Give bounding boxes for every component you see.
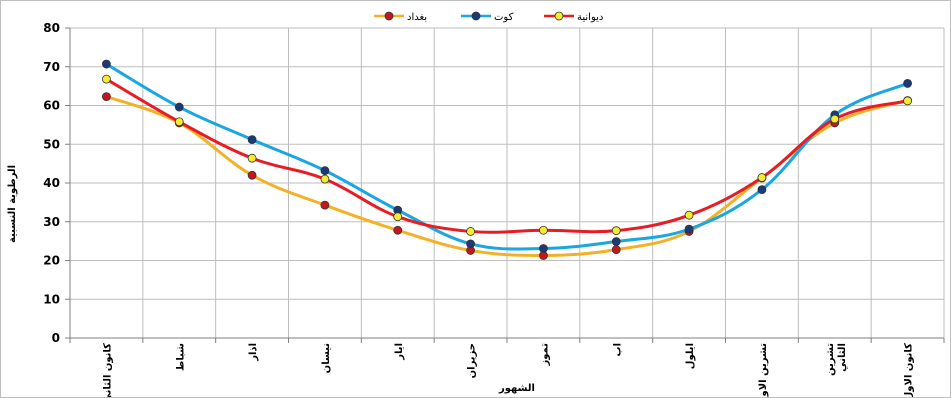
legend-swatch-marker bbox=[384, 11, 394, 21]
series-2-point bbox=[174, 102, 184, 112]
series-1-point bbox=[393, 225, 403, 235]
y-tick-label: 70 bbox=[43, 60, 60, 74]
legend: بغداد كوت ديوانية bbox=[374, 11, 603, 23]
series-3-point bbox=[539, 225, 548, 235]
series-3-point bbox=[102, 74, 111, 84]
series-3-point bbox=[684, 210, 694, 220]
grid bbox=[70, 27, 945, 338]
series-2-point bbox=[102, 59, 111, 69]
y-tick-label: 10 bbox=[43, 292, 60, 306]
x-tick-label: تشرين الاول bbox=[758, 343, 769, 397]
axes bbox=[65, 27, 945, 343]
y-tick-label: 30 bbox=[43, 215, 60, 229]
legend-label: ديوانية bbox=[577, 12, 603, 23]
series-3-point bbox=[757, 173, 767, 182]
x-tick-label: شباط bbox=[175, 343, 186, 371]
x-tick-label: كانون الثاني bbox=[102, 343, 113, 397]
series-3-point bbox=[466, 227, 475, 236]
series-3-point bbox=[830, 114, 840, 124]
series-line-2 bbox=[105, 62, 909, 251]
series-2-point bbox=[320, 166, 330, 176]
y-tick-label: 20 bbox=[43, 254, 60, 268]
x-tick-label: ايلول bbox=[685, 343, 696, 369]
series-line-3 bbox=[105, 77, 908, 234]
legend-label: بغداد bbox=[407, 12, 427, 23]
y-tick-label: 80 bbox=[43, 21, 60, 35]
x-tick-label: نيسان bbox=[321, 343, 332, 373]
x-tick-label: حزيران bbox=[467, 343, 478, 378]
series-2-point bbox=[684, 224, 694, 234]
legend-swatch-marker bbox=[554, 11, 564, 21]
x-axis-title: الشهور bbox=[498, 383, 535, 394]
y-axis-title: الرطوبة النسبية bbox=[7, 165, 18, 243]
series-3-point bbox=[320, 174, 330, 184]
series-2-point bbox=[903, 79, 912, 88]
x-tick-label: تشرينالثاني bbox=[825, 343, 848, 376]
legend-label: كوت bbox=[494, 12, 514, 23]
markers-layer bbox=[102, 59, 912, 260]
series-1-point bbox=[320, 200, 330, 210]
series-1-point bbox=[247, 170, 257, 180]
series-2-point bbox=[466, 239, 475, 249]
series-1-point bbox=[611, 245, 621, 255]
series-3-point bbox=[611, 226, 621, 236]
y-tick-label: 40 bbox=[43, 176, 60, 190]
series-2-point bbox=[611, 237, 621, 246]
x-tick-labels: كانون الثاني شباط اذار نيسان ايار حزيران تموز ا… bbox=[102, 343, 914, 397]
series-3-point bbox=[393, 212, 403, 222]
x-tick-label: تموز bbox=[539, 343, 550, 367]
x-tick-label: كانون الاول bbox=[904, 343, 915, 397]
series-1-point bbox=[102, 92, 111, 101]
series-3-point bbox=[903, 96, 912, 106]
series-3-point bbox=[174, 117, 184, 127]
x-tick-label: اذار bbox=[248, 343, 259, 362]
series-3-point bbox=[247, 153, 257, 163]
series-2-point bbox=[247, 135, 257, 145]
x-tick-label: ايار bbox=[394, 343, 405, 361]
series-2-point bbox=[757, 185, 767, 194]
y-tick-label: 0 bbox=[52, 331, 60, 345]
x-tick-label: اب bbox=[612, 343, 623, 356]
y-tick-label: 50 bbox=[43, 137, 60, 151]
series-2-point bbox=[539, 244, 548, 253]
y-tick-label: 60 bbox=[43, 99, 60, 113]
legend-swatch-marker bbox=[471, 11, 481, 21]
series-layer bbox=[105, 62, 909, 257]
y-tick-labels: 0 10 20 30 40 50 60 70 80 bbox=[43, 21, 60, 345]
